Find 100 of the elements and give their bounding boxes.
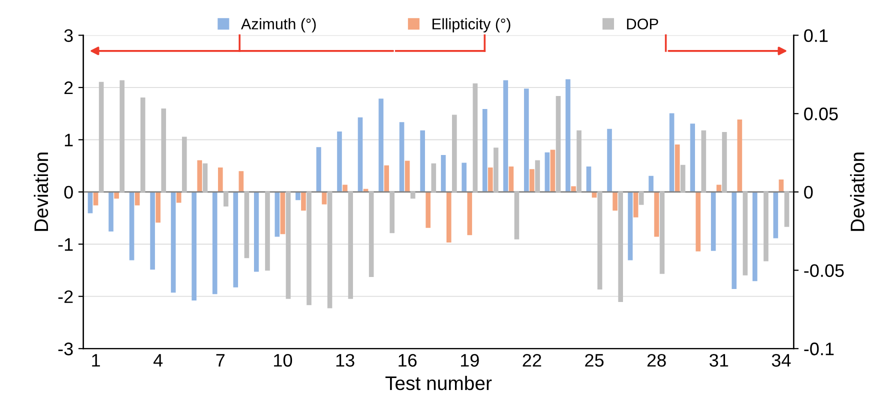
bar bbox=[576, 130, 582, 192]
y-axis-title: Deviation bbox=[34, 152, 48, 231]
bar bbox=[503, 80, 508, 192]
bar bbox=[182, 136, 187, 192]
bar bbox=[224, 192, 228, 206]
bar bbox=[404, 160, 410, 192]
legend-label: DOP bbox=[627, 18, 658, 30]
bar bbox=[737, 119, 742, 192]
bar bbox=[244, 192, 250, 258]
bar bbox=[233, 192, 238, 288]
x-tick-label: 1 bbox=[92, 354, 100, 367]
bar bbox=[716, 184, 722, 192]
bar bbox=[612, 192, 618, 211]
bar bbox=[301, 192, 306, 211]
bar bbox=[316, 147, 322, 192]
bar bbox=[161, 108, 166, 192]
bar bbox=[752, 192, 758, 282]
bar bbox=[732, 192, 737, 289]
bar bbox=[556, 96, 561, 192]
y2-tick-label: 0 bbox=[804, 186, 813, 199]
x-tick-label: 22 bbox=[522, 354, 542, 367]
bar bbox=[274, 192, 280, 237]
y-tick-label: -1 bbox=[58, 238, 73, 251]
bar bbox=[773, 192, 778, 238]
bar bbox=[467, 192, 472, 236]
bar bbox=[472, 83, 478, 192]
bar bbox=[446, 192, 452, 242]
bar bbox=[114, 192, 119, 199]
y-tick-label: -3 bbox=[58, 342, 73, 356]
bar bbox=[431, 163, 436, 192]
bar bbox=[764, 192, 768, 262]
bar bbox=[420, 130, 425, 192]
y2-tick-label: 0.1 bbox=[804, 29, 828, 42]
y-tick-label: 2 bbox=[64, 81, 73, 94]
bar bbox=[170, 192, 176, 293]
bar bbox=[129, 192, 134, 260]
bar bbox=[597, 192, 602, 290]
x-tick-label: 13 bbox=[336, 354, 354, 367]
y-tick-label: 1 bbox=[64, 134, 73, 146]
bar bbox=[701, 130, 706, 192]
x-tick-label: 10 bbox=[274, 354, 292, 367]
x-tick-label: 25 bbox=[585, 354, 604, 367]
bar bbox=[696, 192, 701, 252]
bar bbox=[742, 192, 748, 276]
x-axis-title: Test number bbox=[385, 376, 492, 390]
bar bbox=[648, 176, 654, 192]
bar bbox=[348, 192, 353, 299]
bar bbox=[399, 122, 404, 192]
bar bbox=[482, 109, 488, 192]
bar bbox=[254, 192, 259, 272]
legend-label: Ellipticity (°) bbox=[432, 18, 510, 32]
bar bbox=[544, 152, 550, 192]
bar bbox=[452, 114, 457, 192]
y2-tick-label: -0.05 bbox=[804, 264, 844, 277]
y-tick-label: -2 bbox=[58, 290, 73, 303]
bar bbox=[176, 192, 182, 203]
bar bbox=[368, 192, 374, 277]
y2-tick-label: 0.05 bbox=[804, 108, 838, 120]
bar bbox=[296, 192, 300, 200]
bar bbox=[722, 132, 727, 192]
y-tick-label: 0 bbox=[64, 186, 73, 199]
bar bbox=[524, 88, 529, 192]
bar bbox=[192, 192, 197, 300]
bar bbox=[218, 167, 223, 192]
bar bbox=[212, 192, 218, 294]
legend-label: Azimuth (°) bbox=[241, 18, 316, 32]
y2-axis-title: Deviation bbox=[850, 152, 864, 231]
bar bbox=[156, 192, 161, 223]
bar bbox=[410, 192, 416, 199]
bar bbox=[426, 192, 431, 228]
bar bbox=[514, 192, 520, 240]
bar bbox=[784, 192, 790, 227]
x-tick-label: 31 bbox=[710, 354, 728, 367]
bar bbox=[337, 131, 342, 192]
bar bbox=[120, 80, 124, 192]
x-tick-label: 28 bbox=[647, 354, 666, 367]
bar bbox=[358, 117, 363, 192]
bar bbox=[98, 82, 104, 192]
x-tick-label: 4 bbox=[153, 354, 163, 367]
bar bbox=[327, 192, 332, 308]
bar bbox=[384, 165, 389, 192]
bar bbox=[108, 192, 114, 232]
bar bbox=[390, 192, 395, 234]
x-tick-label: 34 bbox=[772, 354, 791, 367]
bar bbox=[462, 162, 467, 192]
bar bbox=[306, 192, 312, 306]
bar bbox=[150, 192, 155, 270]
x-tick-label: 19 bbox=[460, 354, 479, 367]
bar bbox=[265, 192, 270, 271]
bar bbox=[566, 79, 570, 192]
y-tick-label: 3 bbox=[64, 29, 73, 42]
bar bbox=[690, 124, 696, 192]
bar bbox=[440, 154, 446, 192]
bar bbox=[286, 192, 291, 299]
bar bbox=[618, 192, 624, 302]
bar bbox=[607, 128, 612, 192]
bar bbox=[342, 184, 348, 192]
x-tick-label: 16 bbox=[398, 354, 417, 367]
bar bbox=[628, 192, 633, 260]
x-tick-label: 7 bbox=[216, 354, 225, 367]
